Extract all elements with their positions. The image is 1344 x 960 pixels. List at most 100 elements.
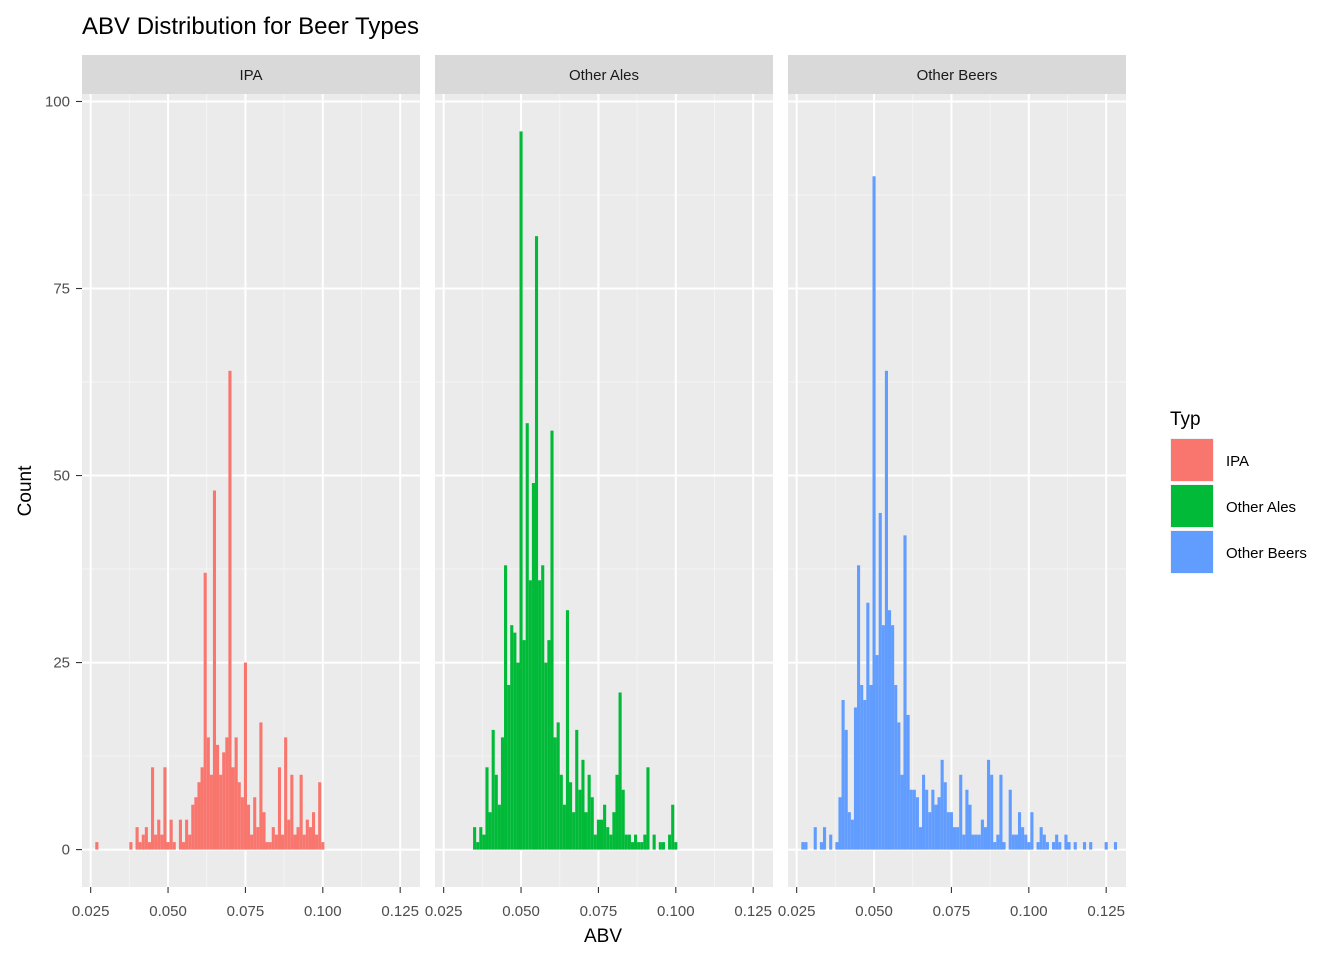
- histogram-bar: [990, 774, 994, 850]
- histogram-bar: [476, 842, 480, 850]
- histogram-bar: [194, 797, 198, 850]
- histogram-bar: [274, 834, 278, 850]
- y-tick-label: 0: [62, 842, 70, 859]
- histogram-bar: [287, 819, 291, 850]
- histogram-bar: [271, 827, 275, 850]
- histogram-bar: [534, 236, 539, 850]
- histogram-bar: [293, 834, 297, 850]
- histogram-bar: [671, 804, 675, 850]
- histogram-bar: [531, 483, 535, 850]
- histogram-bar: [144, 827, 148, 850]
- histogram-bar: [801, 842, 805, 850]
- histogram-bar: [544, 662, 548, 850]
- facet-strip-label: Other Beers: [917, 67, 998, 84]
- facet-panel-ipa: IPA 0.025 0.050 0.075 0.100 0.125: [72, 55, 420, 920]
- histogram-bar: [977, 834, 981, 850]
- histogram-bar: [181, 842, 186, 850]
- histogram-bar: [547, 640, 551, 850]
- histogram-bar: [556, 722, 560, 850]
- histogram-bar: [553, 737, 557, 850]
- x-tick-label: 0.025: [425, 903, 463, 920]
- histogram-bar: [1039, 827, 1043, 850]
- legend-label: IPA: [1226, 453, 1249, 470]
- x-tick-label: 0.050: [855, 903, 893, 920]
- histogram-bar: [853, 707, 858, 850]
- histogram-bar: [894, 685, 898, 850]
- histogram-bar: [157, 819, 161, 850]
- histogram-bar: [643, 834, 647, 850]
- histogram-bar: [237, 782, 241, 850]
- histogram-bar: [646, 767, 650, 850]
- histogram-bar: [587, 774, 591, 850]
- histogram-bar: [138, 842, 142, 850]
- histogram-bar: [240, 797, 244, 850]
- histogram-bar: [618, 692, 622, 850]
- histogram-bar: [922, 774, 926, 850]
- legend-swatch: [1171, 485, 1213, 527]
- histogram-bar: [250, 834, 254, 850]
- histogram-bar: [525, 423, 529, 850]
- histogram-bar: [541, 565, 545, 850]
- x-tick-label: 0.100: [657, 903, 695, 920]
- histogram-bar: [593, 834, 597, 850]
- histogram-bar: [575, 729, 579, 850]
- histogram-bar: [147, 842, 152, 850]
- histogram-bar: [900, 774, 904, 850]
- histogram-bar: [581, 759, 585, 850]
- histogram-bar: [265, 842, 269, 850]
- histogram-bar: [200, 767, 204, 850]
- histogram-bar: [268, 842, 272, 850]
- histogram-bar: [804, 842, 808, 850]
- x-tick-label: 0.050: [149, 903, 187, 920]
- histogram-bar: [318, 782, 322, 850]
- histogram-bar: [903, 535, 907, 850]
- histogram-bar: [569, 782, 573, 850]
- histogram-bar: [206, 737, 210, 850]
- histogram-bar: [906, 714, 910, 850]
- histogram-bar: [1113, 842, 1118, 850]
- histogram-bar: [847, 812, 851, 850]
- histogram-bar: [185, 819, 189, 850]
- histogram-bar: [479, 827, 483, 850]
- histogram-bar: [606, 827, 610, 850]
- histogram-bar: [209, 774, 213, 850]
- legend-title: Typ: [1170, 409, 1201, 430]
- histogram-bar: [1089, 842, 1093, 850]
- panel-background: [788, 94, 1126, 887]
- histogram-bar: [813, 827, 817, 850]
- histogram-bar: [191, 804, 195, 850]
- histogram-bar: [491, 729, 495, 850]
- histogram-bar: [95, 842, 99, 850]
- histogram-bar: [1024, 834, 1028, 850]
- histogram-bar: [516, 662, 520, 850]
- histogram-bar: [897, 722, 901, 850]
- histogram-bar: [674, 842, 678, 850]
- histogram-bar: [968, 804, 972, 850]
- histogram-bar: [473, 827, 477, 850]
- x-tick-label: 0.125: [381, 903, 419, 920]
- histogram-bar: [494, 774, 498, 850]
- histogram-bar: [485, 767, 489, 850]
- histogram-bar: [497, 804, 501, 850]
- histogram-bar: [510, 625, 514, 850]
- histogram-bar: [891, 625, 895, 850]
- legend-swatch: [1171, 531, 1213, 573]
- x-tick-label: 0.025: [778, 903, 816, 920]
- histogram-bar: [522, 640, 526, 850]
- histogram-bar: [909, 789, 913, 850]
- facet-strip: [82, 55, 420, 94]
- y-axis-title: Count: [15, 465, 36, 516]
- histogram-bar: [869, 685, 873, 850]
- histogram-bar: [315, 834, 319, 850]
- histogram-bar: [225, 737, 229, 850]
- histogram-bar: [612, 812, 616, 850]
- histogram-bar: [538, 580, 542, 850]
- histogram-bar: [1036, 842, 1040, 850]
- histogram-bar: [500, 737, 505, 850]
- histogram-bar: [1055, 834, 1059, 850]
- histogram-bar: [987, 759, 991, 850]
- histogram-bar: [550, 430, 554, 850]
- histogram-bar: [160, 834, 164, 850]
- facet-strip-label: IPA: [239, 67, 262, 84]
- histogram-bar: [1014, 834, 1018, 850]
